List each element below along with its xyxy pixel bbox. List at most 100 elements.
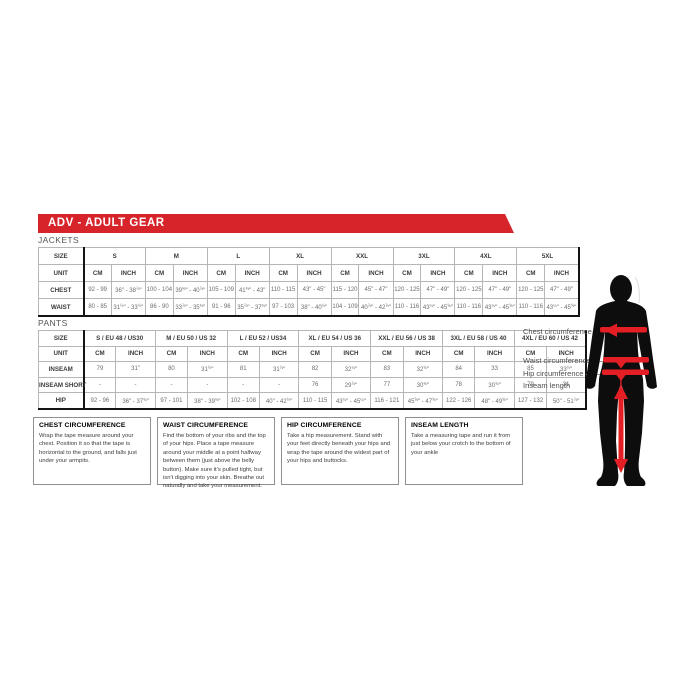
cm-value: 91 - 96 [206,298,236,317]
cm-header: CM [454,264,484,282]
inch-header: INCH [296,264,332,282]
cm-value: 127 - 132 [513,392,548,410]
silhouette-body [585,275,657,486]
cm-value: 100 - 104 [144,281,174,299]
inch-header: INCH [544,264,580,282]
cm-value: 116 - 121 [370,392,404,410]
inch-value: - [258,376,300,394]
info-box-title: INSEAM LENGTH [411,422,469,429]
size-corner-header: SIZE [38,330,85,347]
chest-band-arrow-icon [604,323,617,337]
inch-header: INCH [474,345,515,363]
hip-measure-info-box: HIP CIRCUMFERENCE Take a hip measurement… [281,417,399,485]
cm-value: 120 - 125 [392,281,422,299]
jackets-section-label: JACKETS [38,235,80,245]
inch-value: 38" - 39¾" [187,392,228,410]
cm-value: 92 - 99 [83,281,112,299]
inseam-measure-info-box: INSEAM LENGTH Take a measuring tape and … [405,417,523,485]
row-label: INSEAM SHORT [38,376,86,394]
cm-header: CM [83,264,112,282]
cm-value: 78 [442,376,476,394]
inch-value: 32¼" [330,361,372,378]
size-column-header: 3XL / EU 58 / US 40 [442,330,515,347]
inch-value: 45⅝" - 47⅝" [402,392,444,410]
inch-value: 36" - 37¾" [115,392,156,410]
cm-value: - [82,376,117,394]
cm-value: 110 - 115 [298,392,332,410]
inch-value: 43¼" - 45⅝" [544,298,580,317]
body-silhouette-figure [585,275,657,486]
info-box-body: Take a measuring tape and run it from ju… [411,433,511,456]
cm-value: 77 [370,376,404,394]
inch-value: 30¾" [474,376,515,394]
size-column-header: L / EU 52 / US34 [226,330,300,347]
inch-value: 31" [115,361,156,378]
cm-value: 110 - 116 [392,298,422,317]
cm-header: CM [442,345,476,363]
unit-corner-header: UNIT [38,264,85,282]
info-box-body: Take a hip measurement. Stand with your … [287,433,391,465]
inch-header: INCH [115,345,156,363]
cm-value: - [154,376,189,394]
cm-value: 97 - 103 [268,298,298,317]
cm-value: 97 - 101 [154,392,189,410]
inch-value: 33⅞" - 35⅜" [172,298,208,317]
inch-value: 31½" - 33½" [110,298,146,317]
cm-value: 102 - 108 [226,392,260,410]
inch-value: - [187,376,228,394]
waist-band [603,357,649,363]
cm-header: CM [268,264,298,282]
inch-value: 38" - 40½" [296,298,332,317]
inch-value: 40⅞" - 42⅞" [358,298,394,317]
inch-header: INCH [258,345,300,363]
inch-value: 48" - 49⅝" [474,392,515,410]
cm-value: 81 [226,361,260,378]
waist-measure-info-box: WAIST CIRCUMFERENCE Find the bottom of y… [157,417,275,489]
cm-value: 80 [154,361,189,378]
info-box-body: Find the bottom of your ribs and the top… [163,433,266,490]
cm-header: CM [330,264,360,282]
inch-value: 31⅞" [258,361,300,378]
size-column-header: L [206,247,270,265]
inch-value: 50" - 51⅞" [546,392,588,410]
jackets-table: SIZE S M L XL XXL 3XL 4XL 5XL UNIT CM INCH CM INCH CM I… [38,247,580,317]
size-column-header: XL / EU 54 / US 36 [298,330,372,347]
inch-header: INCH [172,264,208,282]
hip-band [602,369,649,375]
cm-value: 83 [370,361,404,378]
cm-value: 110 - 115 [268,281,298,299]
inch-value: 45" - 47" [358,281,394,299]
hip-circumference-label: Hip circumference [523,369,584,378]
cm-value: 82 [298,361,332,378]
size-column-header: XXL / EU 56 / US 38 [370,330,444,347]
cm-header: CM [154,345,189,363]
inch-value: 33 [474,361,515,378]
waist-band-arrow-icon [616,362,626,369]
cm-value: 110 - 116 [454,298,484,317]
cm-header: CM [516,264,546,282]
inch-value: 31½" [187,361,228,378]
inch-header: INCH [234,264,270,282]
row-label: CHEST [38,281,85,299]
inch-value: 41⅜" - 43" [234,281,270,299]
inch-header: INCH [482,264,518,282]
inch-header: INCH [110,264,146,282]
cm-header: CM [298,345,332,363]
size-column-header: 3XL [392,247,456,265]
inch-value: 39⅜" - 40⅞" [172,281,208,299]
pants-section-label: PANTS [38,318,68,328]
size-column-header: XXL [330,247,394,265]
inch-header: INCH [402,345,444,363]
jackets-size-table: SIZE S M L XL XXL 3XL 4XL 5XL UNIT CM INCH CM INCH CM I… [38,247,580,317]
cm-value: 80 - 85 [83,298,112,317]
inch-value: 43¼" - 45⅝" [420,298,456,317]
cm-header: CM [144,264,174,282]
cm-header: CM [392,264,422,282]
cm-value: 76 [298,376,332,394]
pants-size-table: SIZE S / EU 48 / US30 M / EU 50 / US 32 L /… [38,330,588,410]
inseam-arrow [614,385,628,473]
inch-header: INCH [187,345,228,363]
cm-header: CM [206,264,236,282]
inch-header: INCH [420,264,456,282]
chest-circumference-label: Chest circumference [523,327,592,336]
